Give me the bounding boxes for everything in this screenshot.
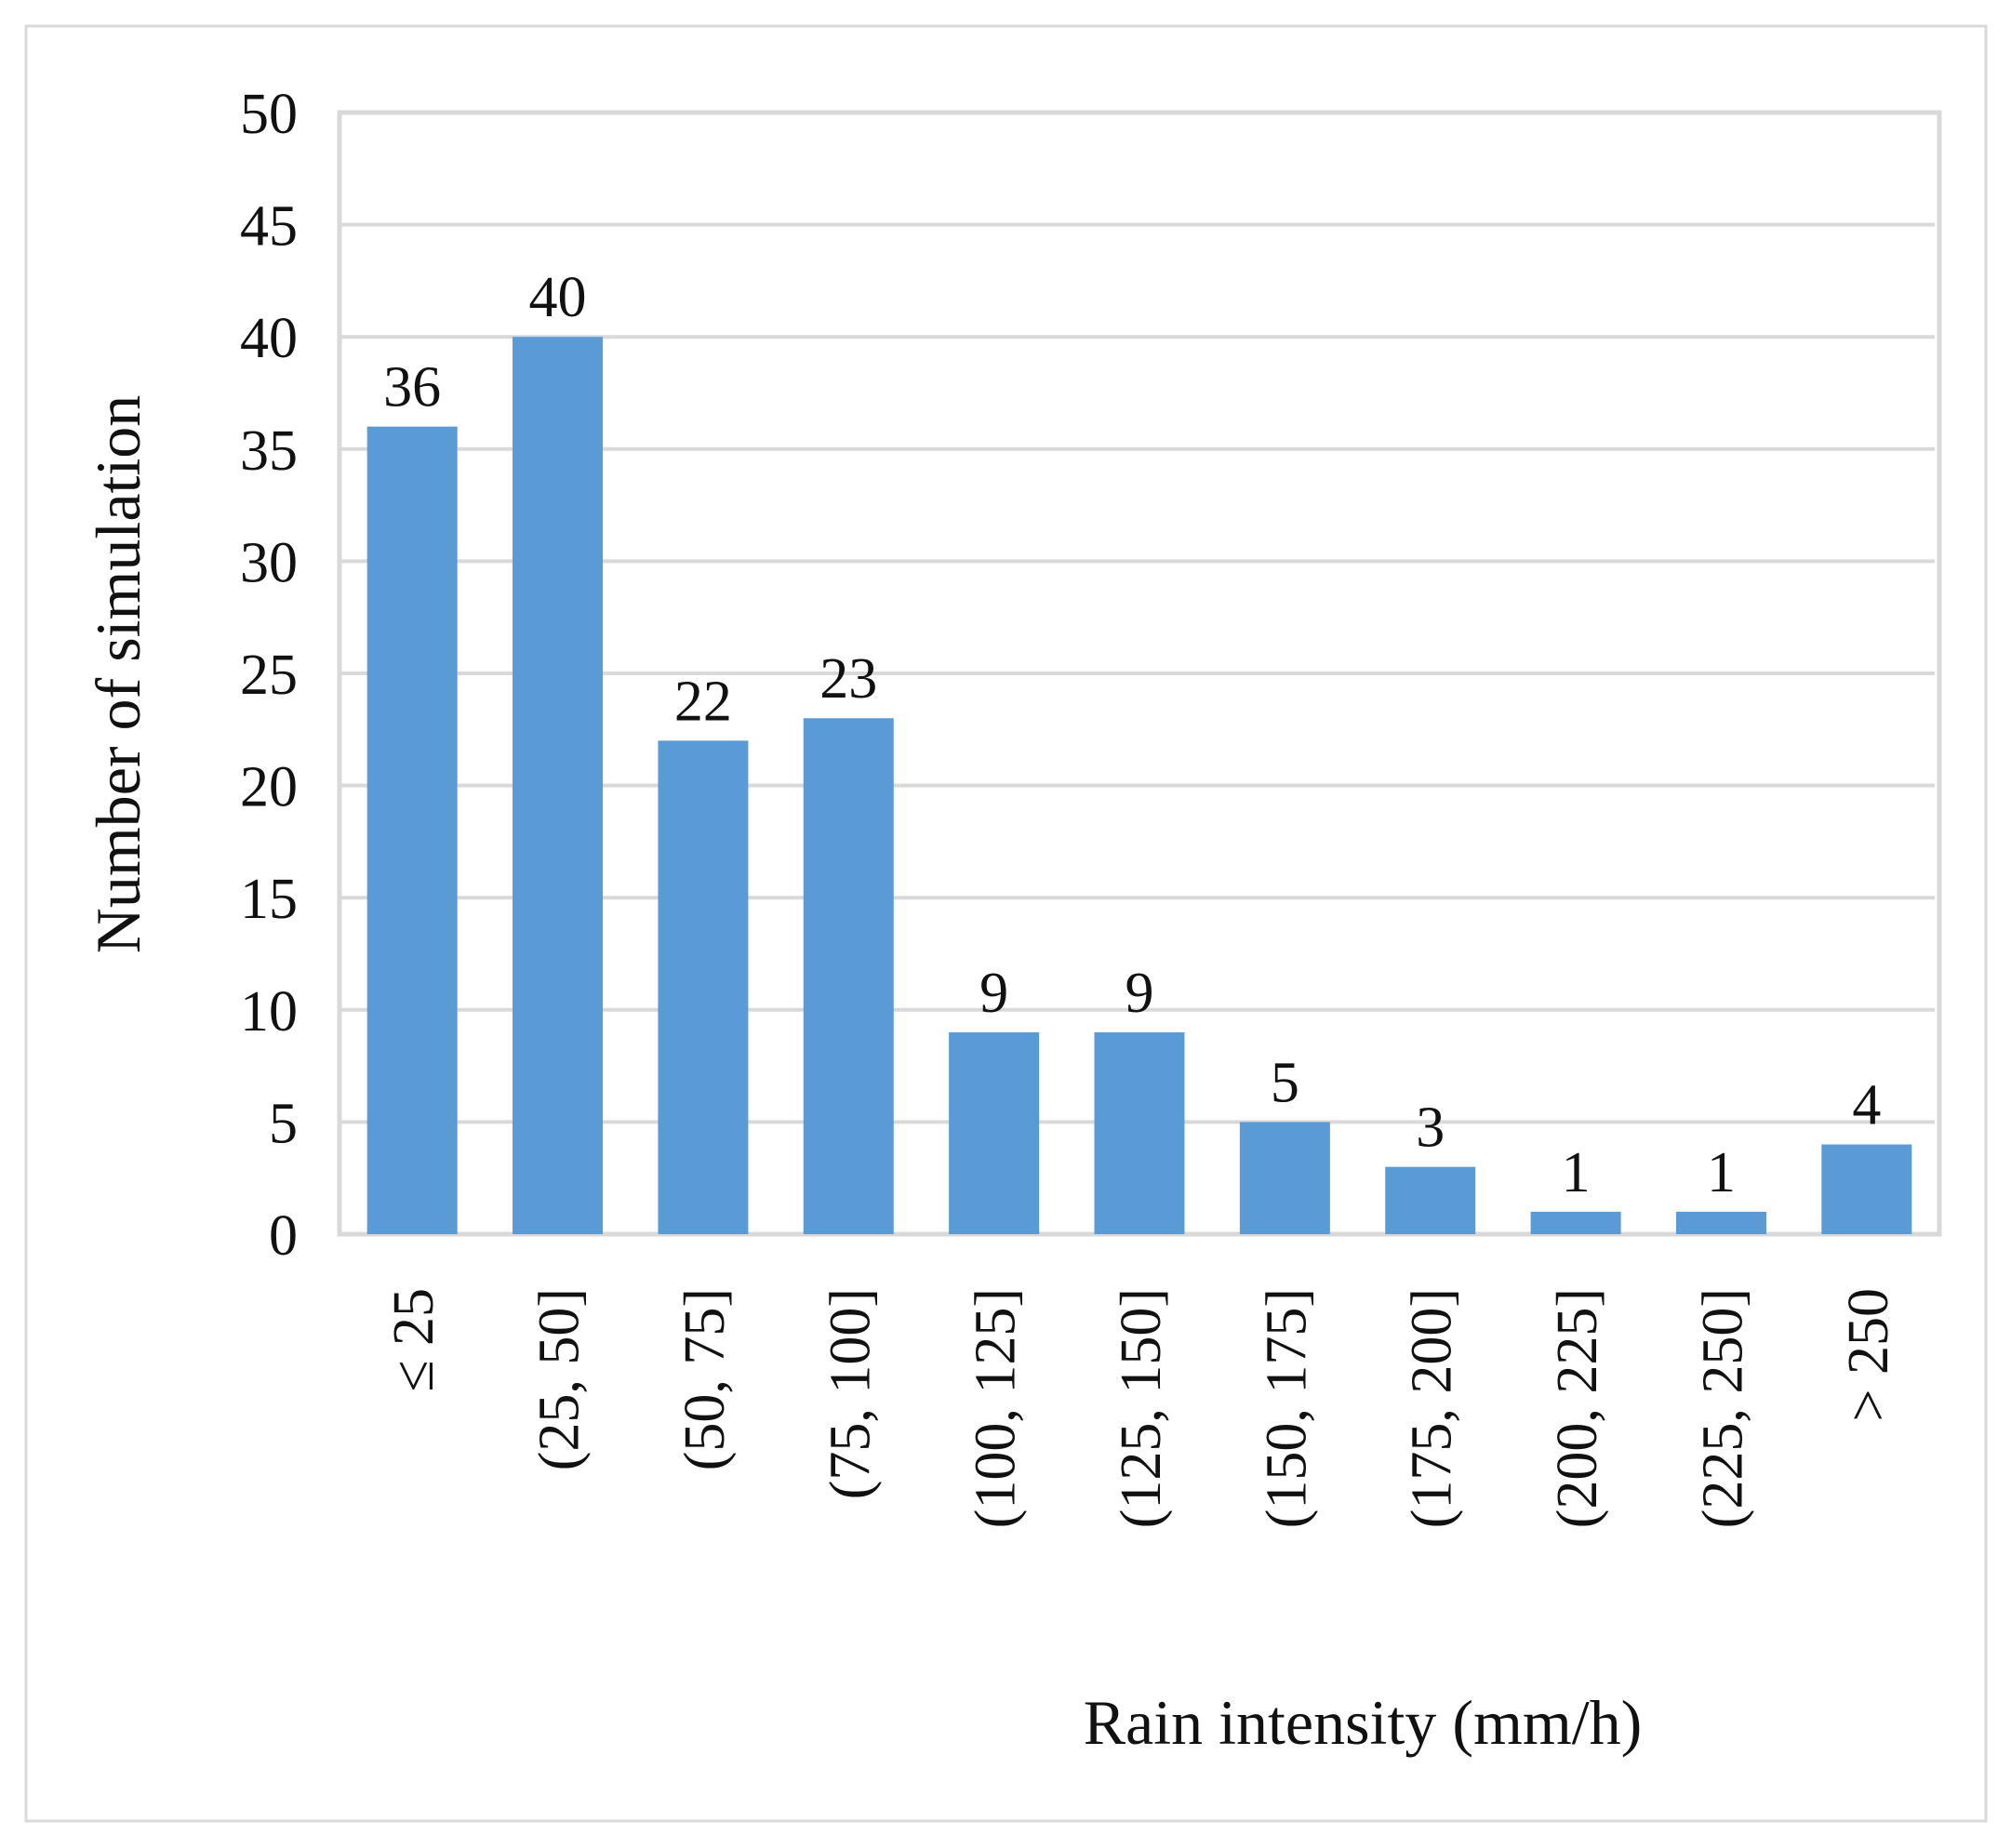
y-tick-label: 30 bbox=[240, 531, 298, 594]
data-label: 22 bbox=[674, 670, 732, 733]
bar bbox=[949, 1031, 1040, 1234]
y-tick-label: 20 bbox=[240, 756, 298, 819]
x-axis-title: Rain intensity (mm/h) bbox=[1084, 1687, 1643, 1758]
data-label: 9 bbox=[1125, 962, 1154, 1025]
y-tick-label: 35 bbox=[240, 419, 298, 483]
y-axis-title: Number of simulation bbox=[83, 395, 153, 954]
bar bbox=[1094, 1031, 1185, 1234]
x-tick-label: > 250 bbox=[1837, 1288, 1900, 1421]
x-tick-label: ≤ 25 bbox=[382, 1288, 446, 1392]
data-label: 9 bbox=[979, 962, 1008, 1025]
x-tick-label: (100, 125] bbox=[965, 1288, 1028, 1528]
y-tick-label: 40 bbox=[240, 307, 298, 370]
data-label: 4 bbox=[1852, 1074, 1881, 1137]
x-tick-label: (125, 150] bbox=[1110, 1288, 1173, 1528]
bar bbox=[1385, 1166, 1476, 1234]
x-tick-label: (150, 175] bbox=[1255, 1288, 1318, 1528]
y-tick-label: 0 bbox=[269, 1204, 298, 1268]
bar bbox=[803, 718, 894, 1234]
bar bbox=[513, 337, 604, 1234]
y-tick-label: 5 bbox=[269, 1092, 298, 1155]
data-label: 1 bbox=[1562, 1141, 1591, 1204]
bar bbox=[658, 740, 749, 1234]
data-label: 40 bbox=[529, 266, 587, 329]
y-tick-label: 10 bbox=[240, 980, 298, 1044]
y-tick-label: 25 bbox=[240, 644, 298, 707]
x-tick-label: (175, 200] bbox=[1401, 1288, 1464, 1528]
chart-frame bbox=[24, 24, 1988, 1823]
y-tick-label: 45 bbox=[240, 195, 298, 259]
bar bbox=[1239, 1122, 1330, 1234]
x-tick-label: (25, 50] bbox=[528, 1288, 592, 1470]
x-tick-label: (50, 75] bbox=[673, 1288, 737, 1470]
y-tick-label: 15 bbox=[240, 868, 298, 931]
bar bbox=[366, 426, 458, 1234]
data-label: 3 bbox=[1416, 1097, 1445, 1160]
data-label: 5 bbox=[1271, 1051, 1299, 1114]
bar bbox=[1821, 1144, 1912, 1234]
y-tick-label: 50 bbox=[240, 83, 298, 146]
x-tick-label: (225, 250] bbox=[1691, 1288, 1754, 1528]
data-label: 23 bbox=[819, 647, 877, 711]
x-tick-label: (75, 100] bbox=[819, 1288, 882, 1499]
bar bbox=[1530, 1211, 1621, 1234]
bar bbox=[1675, 1211, 1766, 1234]
data-label: 1 bbox=[1707, 1141, 1736, 1204]
x-tick-label: (200, 225] bbox=[1546, 1288, 1609, 1528]
data-label: 36 bbox=[383, 356, 441, 419]
